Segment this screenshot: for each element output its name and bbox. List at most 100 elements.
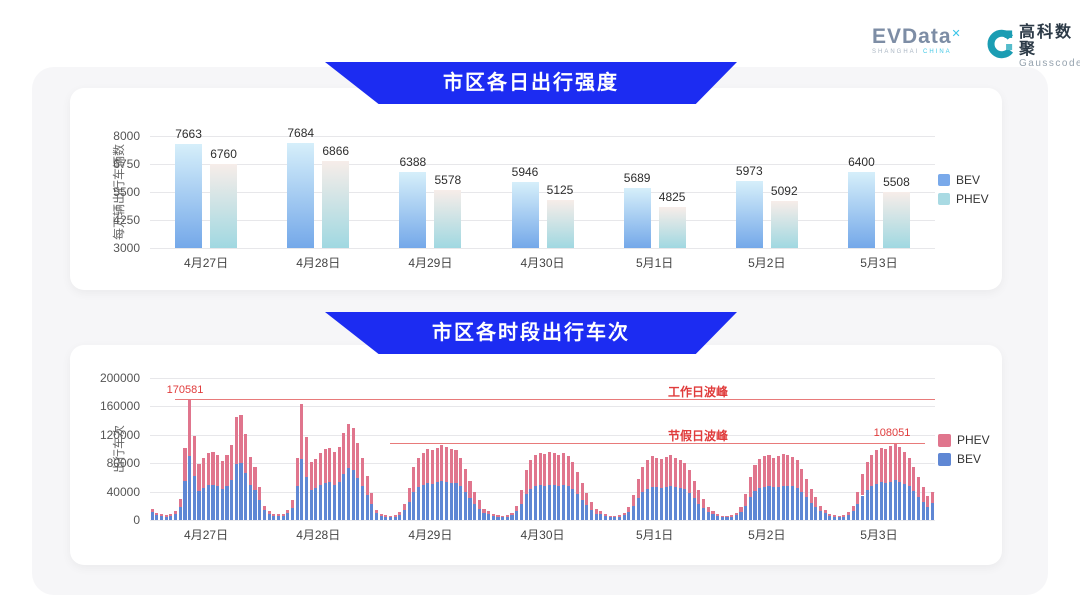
stack-bar-bev [459, 486, 463, 520]
stack-bar-bev [445, 481, 449, 520]
stack-bar-bev [716, 516, 720, 520]
stack-bar-bev [823, 513, 827, 520]
stack-bar-phev [337, 446, 341, 482]
stack-bar-phev [706, 507, 710, 513]
stack-bar-bev [641, 492, 645, 520]
stack-bar-phev [496, 515, 500, 517]
stack-bar-phev [318, 452, 322, 485]
stack-bar-phev [902, 451, 907, 484]
stack-bar-phev [370, 493, 374, 504]
stack-bar-bev [501, 517, 505, 520]
stack-bar-bev [286, 513, 290, 520]
stack-bar-phev [524, 470, 528, 494]
stack-bar-bev [837, 517, 841, 520]
daily-bar-bev [399, 172, 427, 248]
stack-bar-phev [155, 512, 159, 516]
stack-bar-bev [725, 517, 729, 520]
stack-bar-phev [860, 473, 865, 496]
stack-bar-bev [585, 505, 589, 520]
stack-bar-phev [449, 449, 453, 484]
stack-bar-phev [164, 515, 168, 517]
stack-bar-phev [842, 515, 846, 517]
stack-bar-phev [244, 434, 248, 473]
x-tick-label: 4月28日 [296, 528, 341, 542]
stack-bar-phev [169, 513, 173, 516]
stack-bar-phev [655, 457, 659, 488]
gausscode-logo: 高科数聚 Gausscode [986, 24, 1080, 69]
x-tick-label: 4月30日 [520, 256, 565, 270]
stack-bar-phev [814, 497, 818, 508]
stack-bar-bev [856, 504, 860, 520]
x-tick-label: 4月29日 [408, 256, 453, 270]
stack-bar-bev [155, 515, 159, 520]
stack-bar-bev [332, 484, 337, 520]
stack-bar-bev [342, 474, 346, 520]
stack-bar-bev [650, 486, 654, 520]
bar-value-label: 5946 [511, 165, 539, 179]
stack-bar-phev [440, 445, 444, 482]
stack-bar-phev [744, 494, 748, 506]
daily-bar-phev [546, 200, 574, 248]
stack-bar-bev [230, 480, 234, 520]
stack-bar-phev [781, 453, 785, 486]
stack-bar-phev [636, 478, 640, 499]
stack-bar-phev [688, 470, 692, 494]
stack-bar-bev [594, 513, 598, 520]
stack-bar-phev [529, 459, 533, 489]
stack-bar-bev [800, 492, 804, 520]
stack-bar-phev [832, 515, 836, 517]
stack-bar-bev [758, 488, 762, 520]
gridline [150, 220, 935, 221]
gridline [150, 136, 935, 137]
stack-bar-bev [865, 489, 869, 520]
gausscode-en-name: Gausscode [1019, 58, 1080, 69]
x-tick-label: 5月3日 [860, 256, 898, 270]
daily-bar-phev [770, 201, 798, 248]
stack-bar-phev [627, 507, 631, 513]
bar-value-label: 7663 [175, 126, 202, 141]
stack-bar-phev [557, 454, 561, 487]
bar-value-label: 6400 [848, 154, 875, 169]
gridline [150, 406, 935, 408]
stack-bar-bev [304, 476, 308, 520]
legend-item-bev[interactable]: BEV [938, 173, 989, 187]
stack-bar-bev [814, 507, 818, 520]
stack-bar-phev [314, 458, 318, 489]
holiday-peak-line [390, 443, 925, 445]
stack-bar-phev [323, 449, 327, 484]
stack-bar-phev [445, 446, 449, 482]
stack-bar-phev [304, 436, 308, 477]
daily-bar-bev [511, 182, 539, 248]
stack-bar-bev [744, 505, 748, 520]
stack-bar-bev [379, 515, 383, 520]
stack-bar-phev [603, 514, 608, 517]
stack-bar-phev [454, 449, 458, 483]
stack-bar-bev [767, 486, 771, 520]
legend-item-phev[interactable]: PHEV [938, 433, 990, 447]
stack-bar-bev [473, 504, 477, 520]
stack-bar-phev [267, 511, 271, 515]
stack-bar-bev [786, 486, 790, 520]
legend-item-phev[interactable]: PHEV [938, 192, 989, 206]
stack-bar-bev [660, 488, 664, 520]
stack-bar-bev [258, 499, 262, 520]
stack-bar-bev [711, 513, 715, 520]
stack-bar-bev [636, 498, 640, 520]
stack-bar-phev [538, 452, 542, 485]
stack-bar-phev [725, 515, 729, 518]
legend-item-bev[interactable]: BEV [938, 452, 990, 466]
stack-bar-phev [272, 513, 276, 516]
stack-bar-bev [487, 513, 491, 520]
stack-bar-phev [192, 436, 196, 477]
stack-bar-phev [393, 515, 397, 517]
stack-bar-phev [417, 457, 421, 488]
stack-bar-phev [463, 468, 467, 493]
stack-bar-phev [351, 427, 355, 471]
stack-bar-bev [412, 491, 416, 520]
stack-bar-bev [692, 498, 696, 520]
stack-bar-phev [248, 456, 252, 486]
stack-bar-bev [678, 487, 682, 520]
stack-bar-phev [893, 443, 897, 481]
stack-bar-bev [491, 515, 495, 520]
stack-bar-phev [216, 455, 220, 487]
